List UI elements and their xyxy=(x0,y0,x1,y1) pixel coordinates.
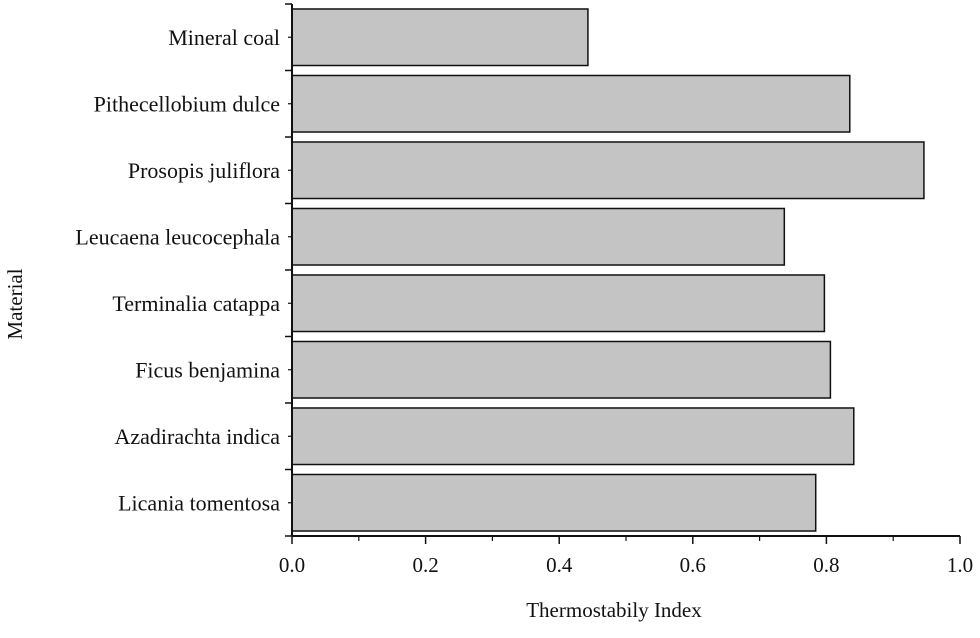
x-tick-label: 0.4 xyxy=(546,553,573,577)
ticks-layer xyxy=(285,3,961,544)
bar xyxy=(291,340,832,399)
bar xyxy=(291,207,786,266)
category-label: Ficus benjamina xyxy=(135,357,280,382)
bars-layer xyxy=(291,8,925,532)
x-tick-label: 0.8 xyxy=(813,553,839,577)
bar xyxy=(291,141,925,200)
category-label: Terminalia catappa xyxy=(112,291,280,316)
category-label: Azadirachta indica xyxy=(114,424,280,449)
bar xyxy=(291,274,826,333)
x-tick-label: 1.0 xyxy=(947,553,973,577)
category-label: Mineral coal xyxy=(168,25,280,50)
bar xyxy=(291,407,855,466)
x-tick-label: 0.2 xyxy=(412,553,438,577)
bar xyxy=(291,8,589,67)
category-label: Licania tomentosa xyxy=(118,490,280,515)
x-axis-title: Thermostabily Index xyxy=(526,598,702,622)
x-tick-label: 0.6 xyxy=(680,553,706,577)
bar xyxy=(291,74,851,133)
category-label: Leucaena leucocephala xyxy=(75,224,280,249)
x-tick-label: 0.0 xyxy=(279,553,305,577)
labels-layer: Mineral coal Pithecellobium dulce Prosopis… xyxy=(75,25,973,577)
bar xyxy=(291,473,817,532)
category-label: Prosopis juliflora xyxy=(128,158,280,183)
y-axis-title: Material xyxy=(3,268,27,339)
category-label: Pithecellobium dulce xyxy=(94,91,280,116)
